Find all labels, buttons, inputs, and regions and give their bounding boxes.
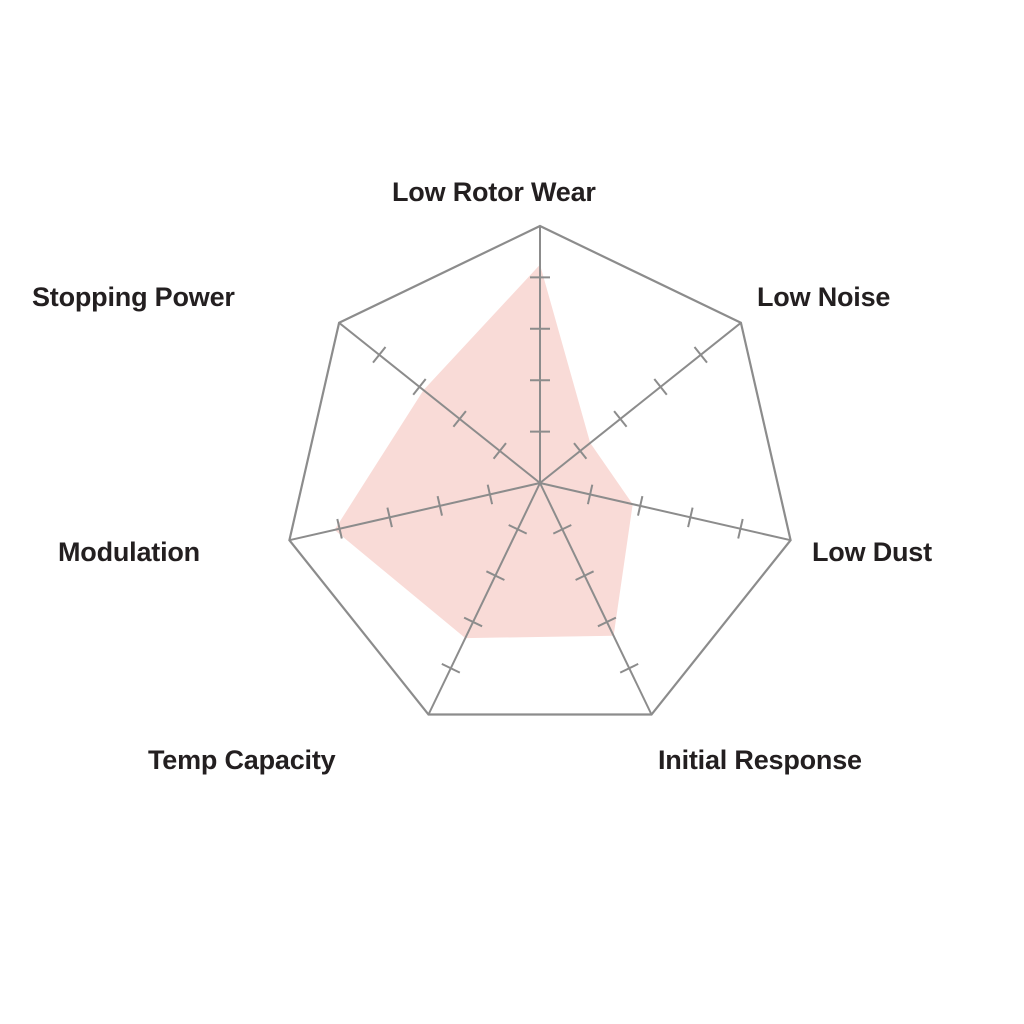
radar-tick [452, 410, 467, 428]
radar-tick [386, 507, 393, 528]
axis-label-initial-response: Initial Response [658, 745, 862, 775]
radar-outline-polygon [288, 224, 792, 716]
radar-tick [619, 662, 639, 674]
radar-tick [441, 662, 461, 674]
radar-tick [336, 518, 343, 539]
axis-label-low-dust: Low Dust [812, 537, 932, 567]
radar-tick [552, 524, 572, 535]
axis-label-temp-capacity: Temp Capacity [148, 745, 336, 775]
radar-tick [486, 484, 494, 505]
radar-spoke [289, 482, 541, 542]
radar-spoke [539, 482, 653, 715]
axis-label-low-noise: Low Noise [757, 282, 891, 312]
radar-tick [575, 570, 595, 581]
radar-tick [463, 616, 483, 628]
radar-spoke [539, 322, 742, 484]
radar-tick [687, 507, 694, 528]
radar-tick [436, 495, 443, 516]
radar-tick [597, 616, 617, 628]
radar-tick [613, 410, 628, 428]
radar-tick [573, 442, 588, 460]
radar-tick [372, 346, 387, 364]
radar-tick [485, 570, 505, 581]
radar-tick [693, 346, 708, 364]
radar-tick [586, 484, 594, 505]
radar-tick [637, 495, 644, 516]
radar-spoke [338, 322, 541, 484]
axis-label-low-rotor-wear: Low Rotor Wear [392, 177, 596, 207]
radar-axis-ticks [336, 276, 744, 674]
radar-tick [508, 524, 528, 535]
axis-label-modulation: Modulation [58, 537, 200, 567]
radar-tick [737, 518, 744, 539]
radar-tick [492, 442, 507, 460]
radar-tick [412, 378, 427, 396]
radar-spoke [539, 482, 791, 542]
radar-series-area [334, 264, 633, 639]
radar-spokes [289, 226, 791, 715]
radar-tick [653, 378, 668, 396]
radar-spoke [427, 482, 541, 715]
axis-label-stopping-power: Stopping Power [32, 282, 235, 312]
